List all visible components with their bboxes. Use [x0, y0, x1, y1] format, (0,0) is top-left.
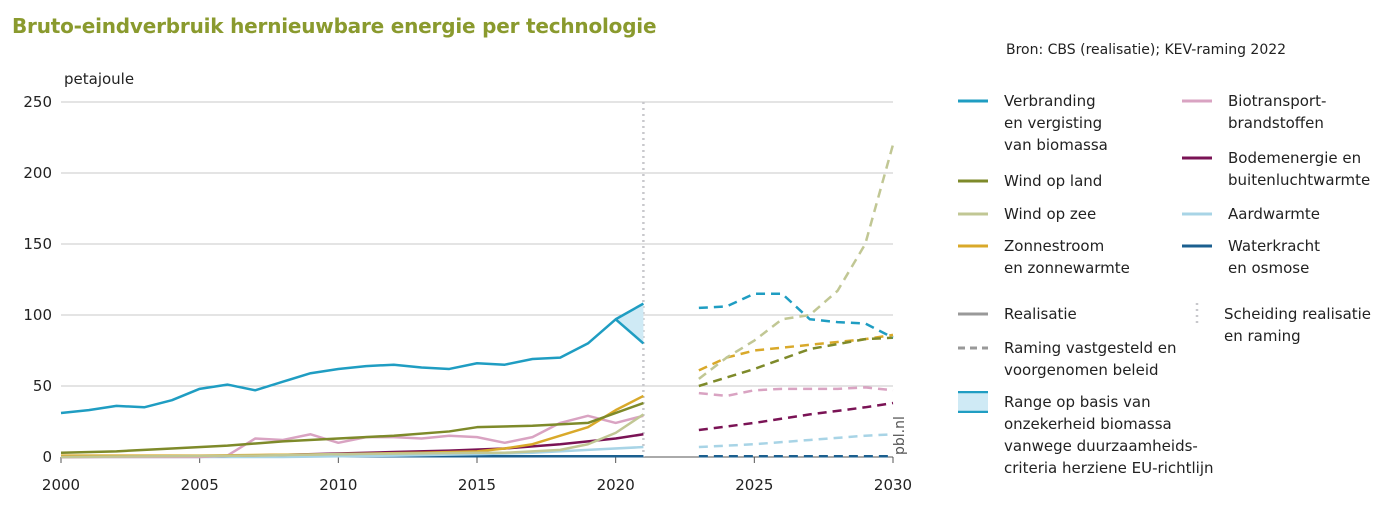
- legend-swatch: [958, 90, 988, 112]
- legend-item: Wind op land: [958, 170, 1102, 192]
- legend-style-swatch: [958, 390, 988, 414]
- legend-item: Biotransport- brandstoffen: [1182, 90, 1326, 134]
- y-tick-label: 200: [23, 164, 52, 182]
- legend-item: Bodemenergie en buitenluchtwarmte: [1182, 147, 1370, 191]
- legend-style-label: Scheiding realisatie en raming: [1224, 305, 1372, 345]
- legend-item: Waterkracht en osmose: [1182, 235, 1320, 279]
- legend-style-label: Realisatie: [1004, 305, 1077, 323]
- y-tick-label: 0: [42, 448, 52, 466]
- legend-item: Aardwarmte: [1182, 203, 1320, 225]
- series-line-projection-aardwarmte: [698, 433, 894, 449]
- legend-style-label: Range op basis van onzekerheid biomassa …: [1004, 393, 1214, 477]
- series-line-projection-bodemenergie-en: [698, 401, 894, 432]
- legend-swatch: [1182, 147, 1212, 169]
- legend-label: Bodemenergie en buitenluchtwarmte: [1228, 149, 1371, 189]
- series-line-realisation-wind-op-land: [60, 401, 644, 454]
- y-tick-label: 250: [23, 93, 52, 111]
- legend-item: Zonnestroom en zonnewarmte: [958, 235, 1130, 279]
- legend-style-swatch: [958, 303, 988, 325]
- x-tick-label: 2015: [458, 476, 496, 494]
- legend-style-item: Raming vastgesteld en voorgenomen beleid: [958, 337, 1177, 381]
- legend-label: Wind op zee: [1004, 205, 1097, 223]
- legend-style-item: Realisatie: [958, 303, 1077, 325]
- x-tick-label: 2030: [874, 476, 912, 494]
- legend-label: Verbranding en vergisting van biomassa: [1004, 92, 1108, 154]
- legend-label: Aardwarmte: [1228, 205, 1320, 223]
- series-line-realisation-aardwarmte: [61, 445, 644, 459]
- legend-item: Wind op zee: [958, 203, 1096, 225]
- legend-swatch: [1182, 90, 1212, 112]
- legend-label: Zonnestroom en zonnewarmte: [1004, 237, 1130, 277]
- series-line-realisation-biotransport-: [61, 414, 644, 459]
- legend-style-item: Scheiding realisatie en raming: [1182, 303, 1371, 347]
- legend-swatch: [1182, 203, 1212, 225]
- series-line-realisation-wind-op-zee: [60, 413, 645, 459]
- legend-style-swatch: [958, 337, 988, 359]
- series-line-realisation-verbranding: [60, 302, 645, 415]
- x-tick-label: 2000: [42, 476, 80, 494]
- series-line-projection-biotransport-: [698, 386, 894, 398]
- biomass-range-low-line: [614, 318, 645, 345]
- legend-swatch: [1182, 235, 1212, 257]
- y-tick-label: 150: [23, 235, 52, 253]
- source-note: Bron: CBS (realisatie); KEV-raming 2022: [1006, 42, 1287, 58]
- x-tick-label: 2010: [319, 476, 357, 494]
- legend-swatch: [958, 170, 988, 192]
- legend-label: Waterkracht en osmose: [1228, 237, 1321, 277]
- line-chart: 0 50 100 150 200 250 2000 2005 2010 2015 2020 2025 2…: [23, 93, 912, 494]
- legend-swatch: [958, 203, 988, 225]
- legend-style-swatch: [1182, 303, 1202, 325]
- y-tick-label: 100: [23, 306, 52, 324]
- series-line-projection-verbranding: [698, 292, 894, 339]
- y-axis-unit-label: petajoule: [64, 70, 135, 88]
- legend-label: Biotransport- brandstoffen: [1228, 92, 1327, 132]
- legend-style-label: Raming vastgesteld en voorgenomen beleid: [1004, 339, 1177, 379]
- legend-swatch: [958, 235, 988, 257]
- chart-title: Bruto-eindverbruik hernieuwbare energie …: [12, 14, 657, 38]
- y-tick-label: 50: [33, 377, 52, 395]
- biomass-range-band: [615, 303, 644, 344]
- legend-label: Wind op land: [1004, 172, 1103, 190]
- x-tick-label: 2025: [735, 476, 773, 494]
- series-line-projection-wind-op-zee: [698, 144, 895, 380]
- x-tick-label: 2020: [597, 476, 635, 494]
- legend-item: Verbranding en vergisting van biomassa: [958, 90, 1108, 156]
- legend-style-item: Range op basis van onzekerheid biomassa …: [958, 390, 1214, 479]
- series-line-projection-wind-op-land: [698, 336, 894, 388]
- x-tick-label: 2005: [181, 476, 219, 494]
